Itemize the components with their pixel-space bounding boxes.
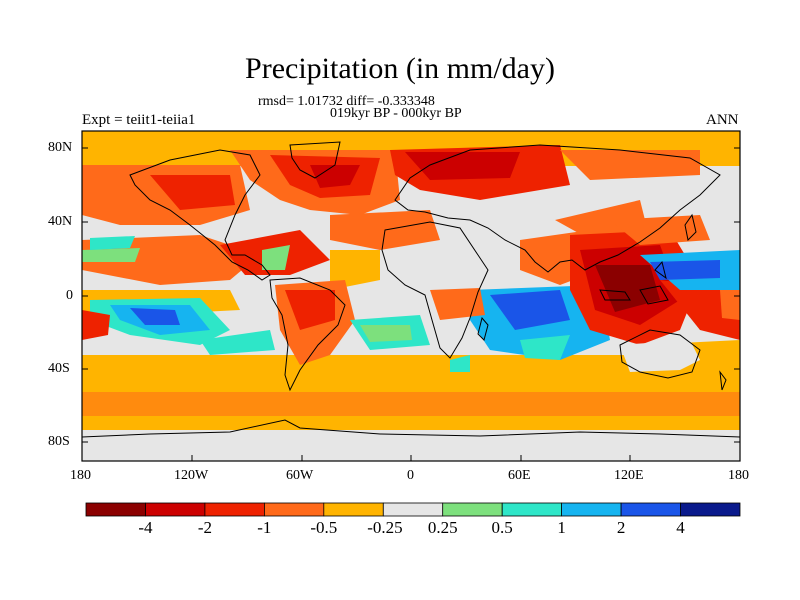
colorbar-label: 0.25 [427, 518, 458, 537]
colorbar-swatch [620, 502, 681, 517]
colorbar-label: -0.5 [310, 518, 338, 537]
colorbar-swatch [85, 502, 146, 517]
lat-label-40n: 40N [48, 214, 73, 229]
colorbar-swatch [561, 502, 622, 517]
colorbar-label: 1 [557, 518, 566, 537]
lat-label-40s: 40S [48, 361, 70, 376]
colorbar-swatch [382, 502, 444, 517]
colorbar [85, 502, 741, 517]
colorbar-swatch [204, 502, 265, 517]
precipitation-field [82, 131, 740, 461]
colorbar-swatch [263, 502, 325, 517]
colorbar-label: -4 [138, 518, 153, 537]
colorbar-label: 4 [676, 518, 685, 537]
experiment-label: Expt = teiit1-teiia1 [82, 112, 196, 128]
colorbar-label: 2 [616, 518, 626, 537]
colorbar-label: -0.25 [367, 518, 403, 537]
lon-label-120e: 120E [614, 468, 644, 483]
colorbar-swatch [442, 502, 503, 517]
rmsd-diff-label: rmsd= 1.01732 diff= -0.333348 [258, 94, 435, 109]
axis-ticks [81, 147, 741, 461]
colorbar-swatch [680, 502, 741, 517]
colorbar-swatch [501, 502, 563, 517]
lon-label-180w: 180 [70, 468, 91, 483]
lat-label-80s: 80S [48, 434, 70, 449]
colorbar-swatch [145, 502, 206, 517]
lon-label-0: 0 [407, 468, 414, 483]
colorbar-label: -1 [257, 518, 272, 537]
colorbar-swatch [323, 502, 384, 517]
lon-label-60w: 60W [286, 468, 314, 483]
coastlines [82, 141, 740, 438]
map-title: Precipitation (in mm/day) [245, 52, 555, 85]
colorbar-label: 0.5 [491, 518, 513, 537]
season-label: ANN [706, 112, 739, 128]
lat-label-80n: 80N [48, 140, 73, 155]
lon-label-60e: 60E [508, 468, 531, 483]
lon-label-180e: 180 [728, 468, 749, 483]
colorbar-label: -2 [197, 518, 212, 537]
period-label: 019kyr BP - 000kyr BP [330, 106, 462, 121]
lon-label-120w: 120W [174, 468, 209, 483]
lat-label-0: 0 [66, 288, 73, 303]
